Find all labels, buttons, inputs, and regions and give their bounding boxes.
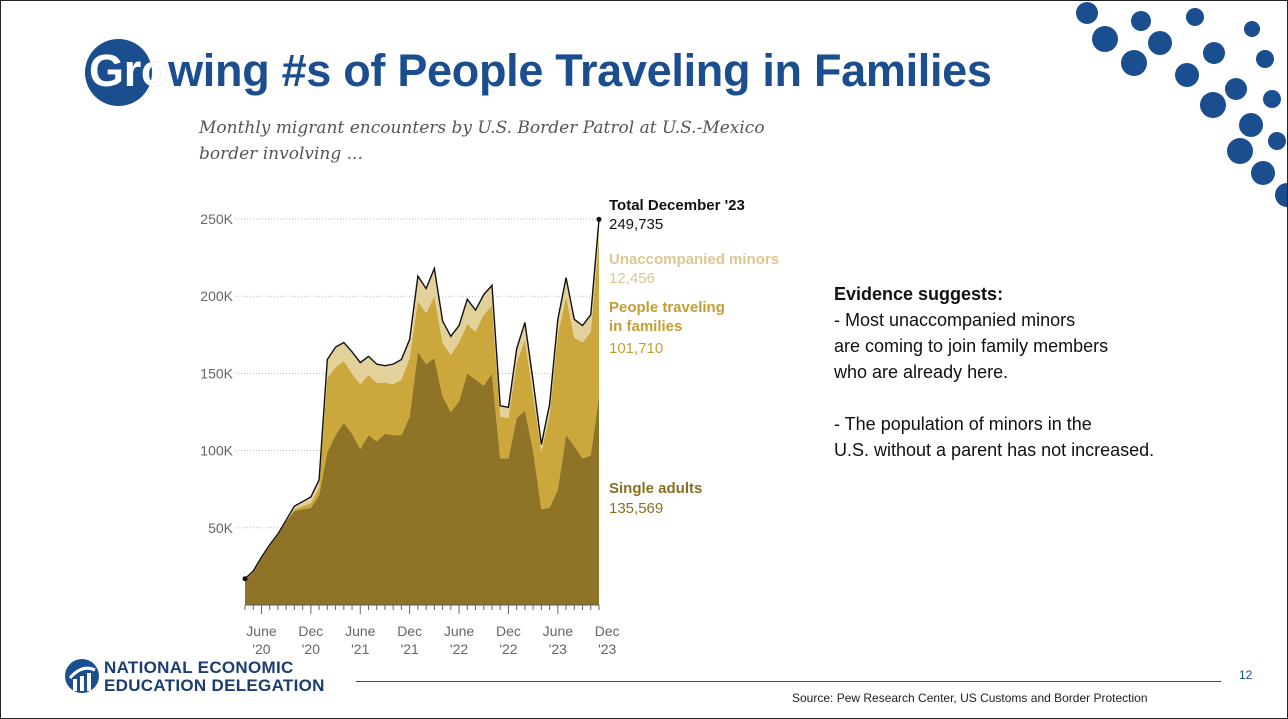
x-tick-label: '22: [450, 641, 468, 657]
area-single-adults: [245, 351, 599, 605]
page-title: Growing #s of People Traveling in Famili…: [89, 45, 992, 96]
decorative-dot: [1131, 11, 1151, 31]
ned-logo-text: NATIONAL ECONOMIC EDUCATION DELEGATION: [104, 659, 325, 695]
evidence-panel: Evidence suggests: - Most unaccompanied …: [834, 281, 1254, 463]
decorative-dot: [1203, 42, 1225, 64]
total-line: [244, 219, 600, 580]
decorative-dot: [1175, 63, 1199, 87]
evidence-text: - Most unaccompanied minors: [834, 310, 1076, 330]
x-tick-label: '20: [252, 641, 270, 657]
x-tick-label: '23: [549, 641, 567, 657]
decorative-dot: [1239, 113, 1263, 137]
x-tick-label: Dec: [298, 623, 323, 639]
label-minors-title: Unaccompanied minors: [609, 251, 779, 268]
x-tick-label: Dec: [397, 623, 422, 639]
x-tick-label: '22: [499, 641, 517, 657]
y-tick-label: 250K: [200, 211, 233, 227]
decorative-dot: [1121, 50, 1147, 76]
decorative-dot: [1227, 138, 1253, 164]
x-tick-label: Dec: [595, 623, 620, 639]
label-total-value: 249,735: [609, 216, 663, 233]
evidence-text: - The population of minors in the: [834, 414, 1092, 434]
label-total-title: Total December '23: [609, 197, 745, 214]
x-tick-label: '23: [598, 641, 616, 657]
decorative-dot: [1251, 161, 1275, 185]
title-highlight-text: Gro: [89, 45, 169, 96]
decorative-dot: [1275, 183, 1287, 207]
page-number: 12: [1239, 668, 1253, 682]
y-tick-label: 50K: [208, 520, 234, 536]
decorative-dot: [1092, 26, 1118, 52]
x-tick-label: '21: [401, 641, 419, 657]
x-tick-label: June: [246, 623, 277, 639]
logo-line2: EDUCATION DELEGATION: [104, 676, 325, 695]
label-families-title: in families: [609, 318, 682, 335]
decorative-dot: [1244, 21, 1260, 37]
area-unaccompanied-minors: [245, 219, 599, 580]
evidence-heading: Evidence suggests:: [834, 284, 1004, 304]
decorative-dot: [1186, 8, 1204, 26]
x-tick-label: June: [543, 623, 574, 639]
decorative-dot: [1148, 31, 1172, 55]
decorative-dot: [1225, 78, 1247, 100]
decorative-dot: [1268, 132, 1286, 150]
x-tick-label: '20: [302, 641, 320, 657]
label-families-value: 101,710: [609, 340, 663, 357]
label-single-value: 135,569: [609, 500, 663, 517]
y-tick-label: 200K: [200, 288, 233, 304]
logo-line1: NATIONAL ECONOMIC: [104, 658, 294, 677]
x-tick-label: June: [345, 623, 376, 639]
label-minors-value: 12,456: [609, 270, 655, 287]
area-chart: 50K 100K 150K 200K 250K June '20 Dec '20 June '21 D…: [200, 197, 779, 657]
chart-subtitle: Monthly migrant encounters by U.S. Borde…: [199, 118, 765, 164]
decorative-dot: [1263, 90, 1281, 108]
label-families-title: People traveling: [609, 299, 725, 316]
x-tick-label: Dec: [496, 623, 521, 639]
decorative-dots: [1076, 2, 1287, 207]
ned-logo-icon: [65, 659, 99, 693]
decorative-dot: [1200, 92, 1226, 118]
total-end-point: [596, 216, 602, 222]
decorative-dot: [1256, 50, 1274, 68]
x-tick-label: '21: [351, 641, 369, 657]
area-families: [245, 238, 599, 581]
footer-divider: [356, 681, 1221, 682]
title-highlight-circle: [85, 39, 152, 106]
decorative-dot: [1076, 2, 1098, 24]
y-tick-label: 150K: [200, 365, 233, 381]
total-start-point: [242, 576, 248, 582]
y-tick-label: 100K: [200, 443, 233, 459]
evidence-text: are coming to join family members: [834, 336, 1109, 356]
x-tick-label: June: [444, 623, 475, 639]
evidence-text: who are already here.: [834, 362, 1009, 382]
label-single-title: Single adults: [609, 480, 702, 497]
evidence-text: U.S. without a parent has not increased.: [834, 440, 1155, 460]
source-note: Source: Pew Research Center, US Customs …: [792, 691, 1148, 705]
